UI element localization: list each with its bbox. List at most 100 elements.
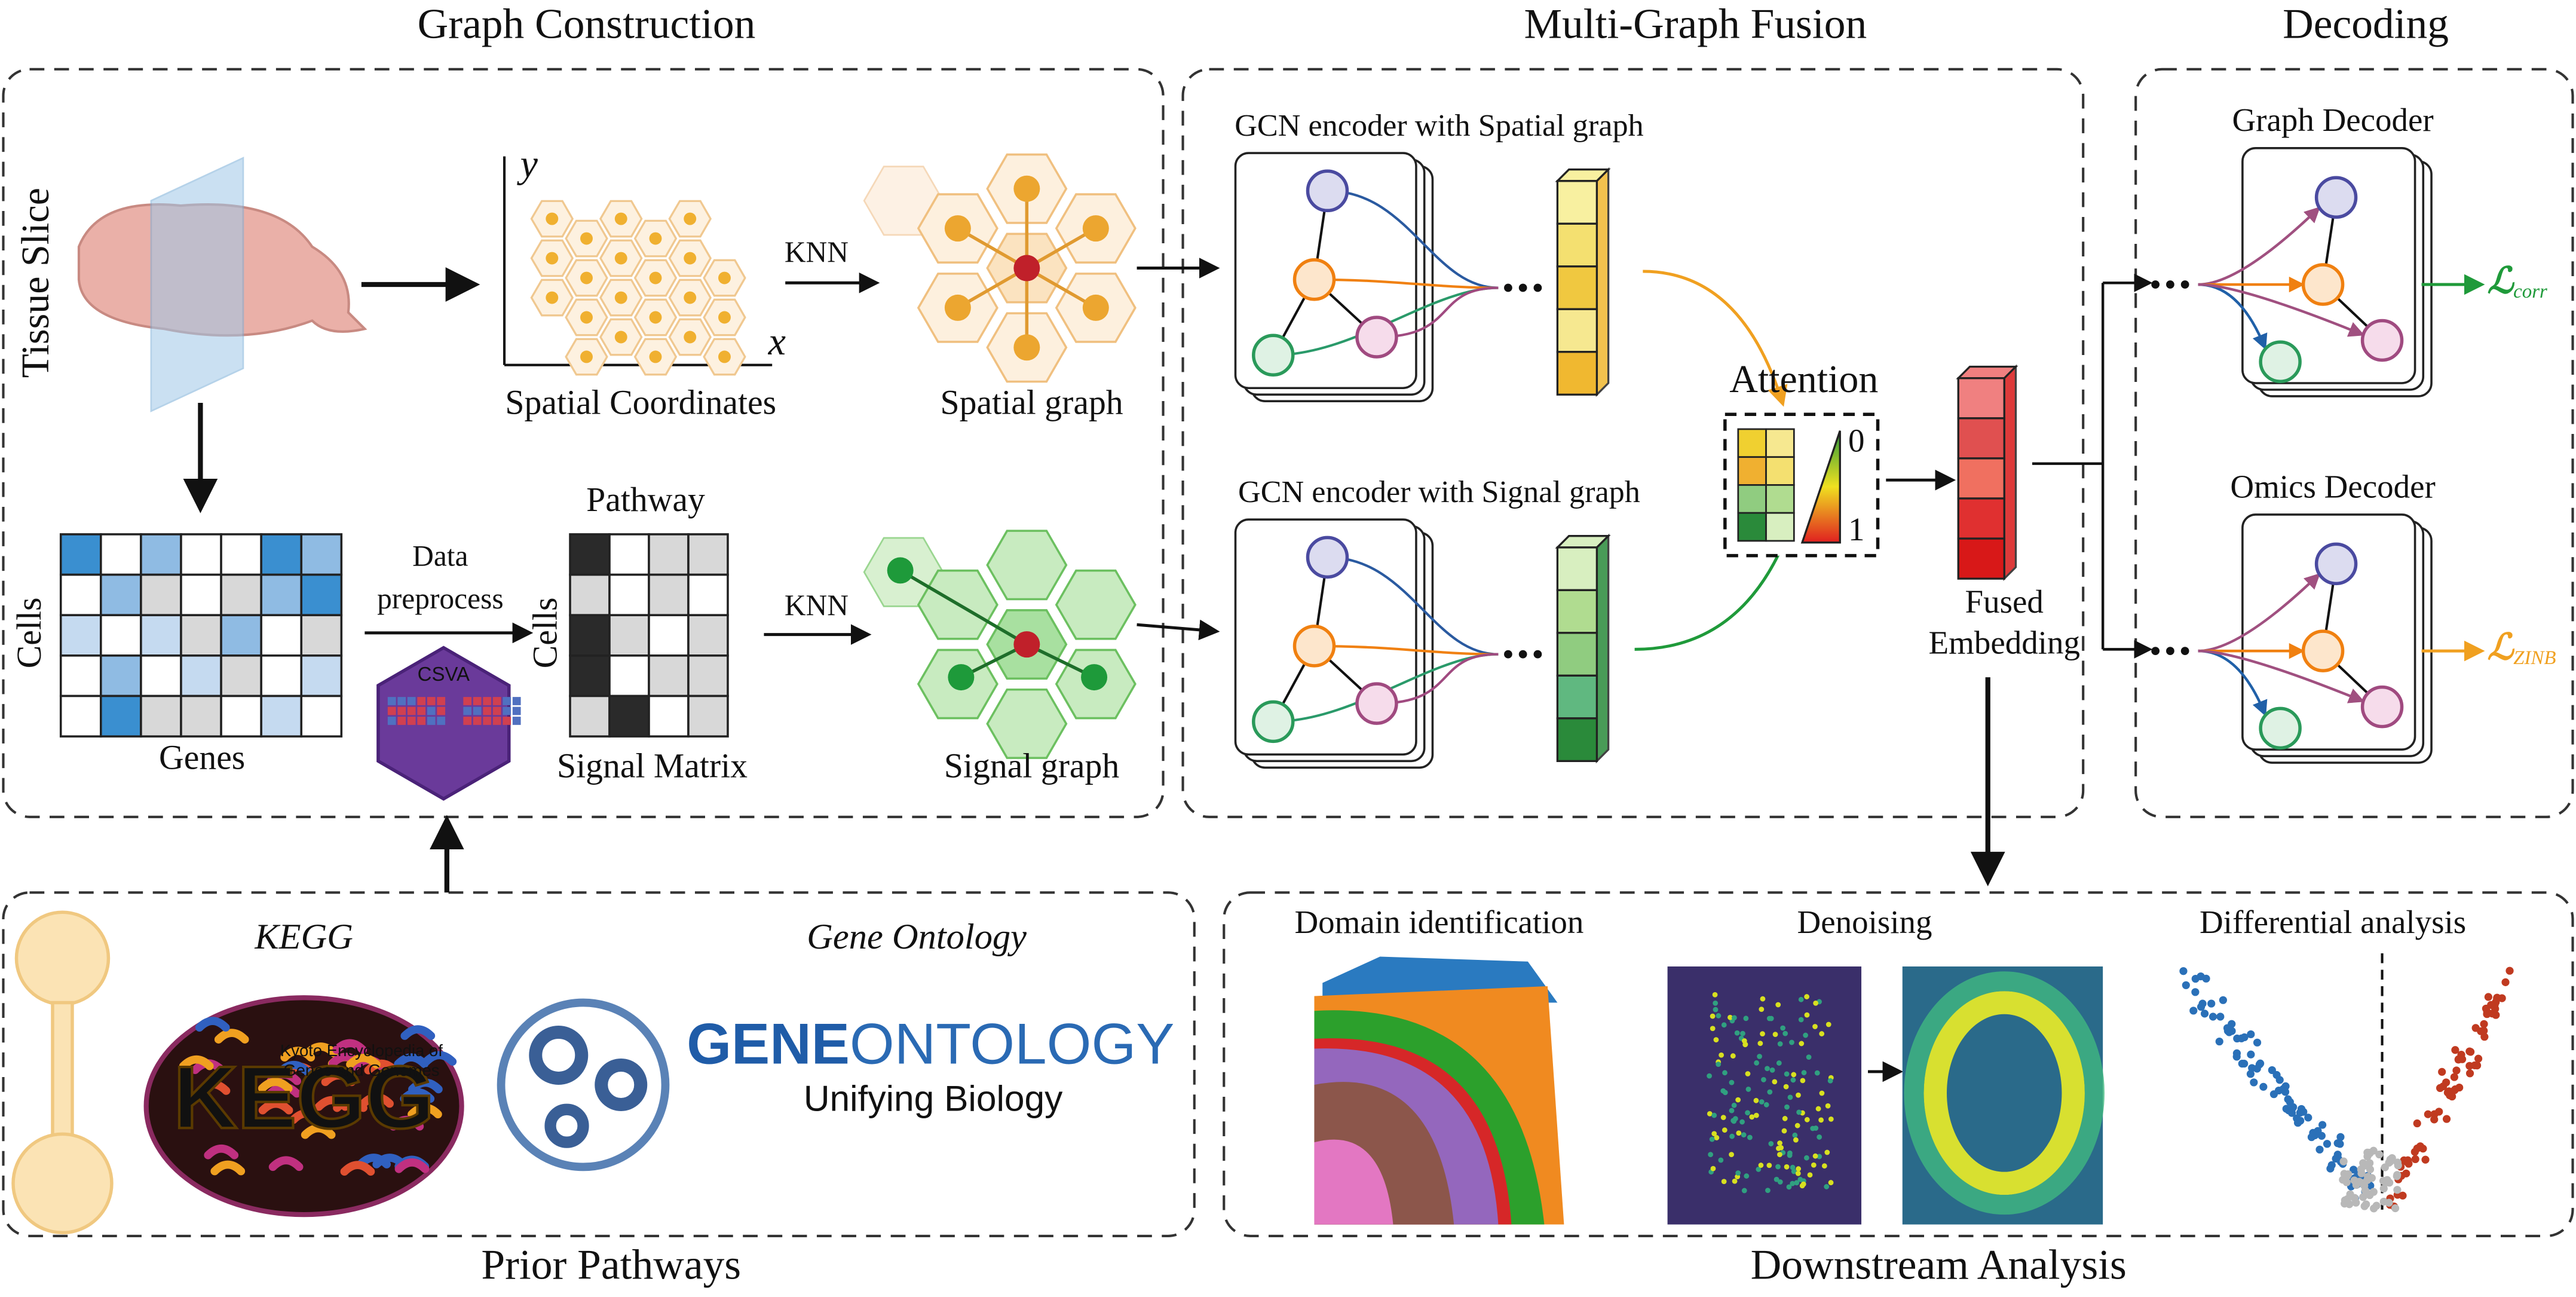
go-logo-dot	[544, 1103, 589, 1148]
noisy-spot	[1804, 1155, 1809, 1161]
kegg-pattern	[394, 1053, 429, 1069]
center-node	[1013, 631, 1040, 658]
badge-pixel	[437, 697, 446, 705]
volcano-point	[2286, 1098, 2294, 1106]
badge-pixel	[512, 717, 521, 725]
hexagon	[986, 530, 1068, 601]
noisy-spot	[1777, 1179, 1783, 1185]
noisy-spot	[1743, 1015, 1749, 1021]
attention-cell	[1765, 512, 1795, 542]
dashed-panel	[2, 68, 1165, 818]
noisy-spot	[1794, 1122, 1800, 1128]
volcano-point	[2317, 1131, 2326, 1140]
badge-pixel	[463, 717, 472, 725]
noisy-spot	[1731, 1015, 1737, 1021]
noisy-spot	[1734, 1030, 1740, 1036]
go-wordmark-ontology: ONTOLOGY	[850, 1012, 1175, 1076]
arrow-label: Data	[412, 540, 468, 573]
volcano-point	[2182, 981, 2190, 989]
go-logo-dot	[529, 1025, 589, 1085]
volcano-point	[2253, 1064, 2261, 1073]
volcano-point	[2272, 1070, 2281, 1079]
badge-pixel	[492, 706, 501, 715]
kegg-pattern	[276, 1060, 311, 1076]
spot	[649, 350, 662, 363]
ellipsis-dot	[2151, 647, 2160, 655]
axis-label: Cells	[527, 598, 565, 669]
matrix-cell	[260, 695, 303, 738]
matrix-cell	[100, 573, 142, 616]
dashed-panel	[1181, 68, 2085, 818]
hexagon	[1055, 569, 1137, 640]
attention-cell	[1765, 456, 1795, 486]
badge-pixel	[473, 717, 482, 725]
noisy-spot	[1729, 1152, 1734, 1157]
volcano-point	[2364, 1173, 2372, 1181]
badge-label: CSVA	[418, 663, 470, 685]
node	[948, 664, 975, 691]
matrix-cell	[100, 695, 142, 738]
kegg-pattern	[359, 1093, 394, 1108]
volcano-point	[2424, 1110, 2432, 1118]
volcano-point	[2247, 1050, 2255, 1059]
dashed-panel	[2, 891, 1196, 1237]
node	[944, 294, 971, 321]
volcano-point	[2216, 1012, 2225, 1021]
volcano-point	[2383, 1178, 2391, 1186]
section-title: Graph Construction	[418, 1, 756, 48]
section-title: Multi-Graph Fusion	[1524, 1, 1867, 48]
attention-cell	[1765, 484, 1795, 514]
noisy-spot	[1739, 1119, 1745, 1125]
message-curve	[1327, 189, 1499, 289]
matrix-cell	[687, 695, 729, 738]
noisy-spot	[1742, 1042, 1748, 1048]
kegg-pattern	[394, 1158, 430, 1173]
kegg-pattern	[422, 1051, 457, 1066]
message-curve	[1376, 653, 1499, 705]
noisy-spot	[1759, 1007, 1765, 1012]
vector-side	[1595, 167, 1610, 397]
noisy-spot	[1794, 1180, 1800, 1186]
loss-label: ℒZINB	[2488, 628, 2556, 668]
noisy-spot	[1757, 1041, 1763, 1047]
volcano-point	[2413, 1119, 2421, 1128]
center-node	[1013, 255, 1040, 282]
noisy-spot	[1800, 1078, 1806, 1084]
noisy-spot	[1790, 1077, 1796, 1083]
caption: Spatial graph	[941, 384, 1123, 422]
axis-label: Cells	[11, 598, 48, 669]
matrix-cell	[220, 654, 262, 698]
volcano-point	[2343, 1172, 2351, 1180]
noisy-spot	[1707, 1111, 1713, 1116]
kegg-caption: Kyoto Encyclopedia of	[280, 1041, 443, 1060]
vector-cell	[1957, 537, 2005, 580]
noisy-spot	[1798, 996, 1804, 1002]
volcano-point	[2202, 974, 2210, 983]
badge-pixel	[417, 697, 426, 705]
arrow	[1137, 619, 1220, 641]
matrix-cell	[300, 695, 343, 738]
volcano-point	[2350, 1166, 2358, 1174]
noisy-spot	[1763, 1102, 1769, 1108]
matrix-cell	[569, 573, 611, 616]
matrix-cell	[608, 654, 650, 698]
loss-subscript: ZINB	[2513, 647, 2556, 668]
noisy-spot	[1790, 1164, 1796, 1170]
noisy-spot	[1799, 1183, 1805, 1189]
badge-pixel	[483, 706, 492, 715]
loss-symbol: ℒ	[2488, 628, 2515, 668]
matrix-cell	[220, 573, 262, 616]
cell	[14, 910, 111, 1006]
node	[2301, 629, 2345, 672]
noisy-spot	[1789, 1039, 1794, 1045]
node	[944, 215, 971, 242]
volcano-point	[2473, 1062, 2482, 1070]
volcano-point	[2480, 1033, 2489, 1041]
kegg-pattern	[321, 1071, 356, 1087]
noisy-spot	[1767, 1089, 1773, 1095]
node	[1306, 169, 1349, 213]
caption: Genes	[159, 739, 245, 777]
volcano-point	[2403, 1158, 2411, 1166]
matrix-cell	[687, 573, 729, 616]
noisy-spot	[1749, 1114, 1755, 1120]
